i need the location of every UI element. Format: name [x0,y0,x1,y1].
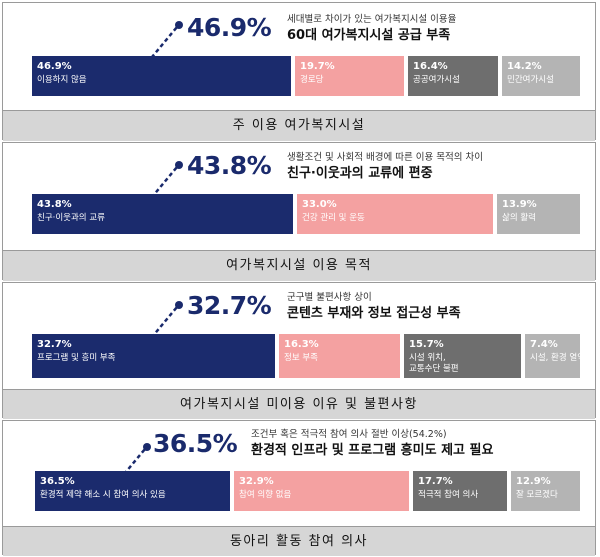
segment-label: 참여 의향 없음 [239,490,292,500]
bar-segment: 32.7% 프로그램 및 흥미 부족 [32,334,275,378]
segment-label: 민간여가시설 [507,75,554,85]
stacked-bar: 32.7% 프로그램 및 흥미 부족 16.3% 정보 부족 15.7% 시설 위치, 교통… [32,334,580,378]
bar-segment: 17.7% 적극적 참여 의사 [413,471,507,511]
panel-4: 36.5% 조건부 혹은 적극적 참여 의사 절반 이상(54.2%) 환경적 … [2,420,596,556]
headline-percent: 43.8% [187,151,272,180]
segment-label: 건강 관리 및 운동 [302,213,365,223]
segment-value: 16.4% [413,61,448,72]
segment-value: 19.7% [300,61,335,72]
footer-label: 동아리 활동 참여 의사 [3,526,595,556]
segment-value: 12.9% [516,476,551,487]
segment-value: 33.0% [302,199,337,210]
bar-segment: 12.9% 잘 모르겠다 [511,471,580,511]
segment-value: 16.3% [284,339,319,350]
bar-segment: 14.2% 민간여가시설 [502,56,580,96]
segment-label: 교통수단 불편 [409,364,459,374]
panel-1: 46.9% 세대별로 차이가 있는 여가복지시설 이용율 60대 여가복지시설 … [2,2,596,141]
segment-value: 32.9% [239,476,274,487]
bar-segment: 13.9% 삶의 활력 [497,194,580,234]
segment-label: 적극적 참여 의사 [418,490,479,500]
bar-segment: 43.8% 친구·이웃과의 교류 [32,194,293,234]
headline-percent: 32.7% [187,291,272,320]
segment-value: 14.2% [507,61,542,72]
footer-label: 여가복지시설 이용 목적 [3,250,595,281]
bar-segment: 33.0% 건강 관리 및 운동 [297,194,493,234]
segment-label: 경로당 [300,75,324,85]
segment-label: 이용하지 않음 [37,75,87,85]
bar-segment: 19.7% 경로당 [295,56,404,96]
segment-label: 시설 위치, [409,353,446,363]
panel-3: 32.7% 군구별 불편사항 상이 콘텐츠 부재와 정보 접근성 부족 32.7… [2,282,596,419]
main-title: 60대 여가복지시설 공급 부족 [287,28,451,43]
bar-segment: 7.4% 시설, 환경 열악 [525,334,580,378]
segment-label: 삶의 활력 [502,213,536,223]
segment-label: 시설, 환경 열악 [530,353,580,363]
bar-segment: 46.9% 이용하지 않음 [32,56,291,96]
footer-label: 여가복지시설 미이용 이유 및 불편사항 [3,389,595,419]
segment-label: 잘 모르겠다 [516,490,558,500]
segment-value: 17.7% [418,476,453,487]
segment-value: 32.7% [37,339,72,350]
subtitle: 조건부 혹은 적극적 참여 의사 절반 이상(54.2%) [251,429,447,440]
subtitle: 생활조건 및 사회적 배경에 따른 이용 목적의 차이 [287,152,483,163]
segment-value: 7.4% [530,339,558,350]
headline-percent: 46.9% [187,13,272,42]
segment-label: 환경적 제약 해소 시 참여 의사 있음 [40,490,166,500]
main-title: 친구·이웃과의 교류에 편중 [287,166,433,181]
segment-value: 46.9% [37,61,72,72]
footer-label: 주 이용 여가복지시설 [3,110,595,141]
segment-label: 정보 부족 [284,353,318,363]
subtitle: 군구별 불편사항 상이 [287,292,372,303]
stacked-bar: 36.5% 환경적 제약 해소 시 참여 의사 있음 32.9% 참여 의향 없음 17… [35,471,580,511]
bar-segment: 16.4% 공공여가시설 [408,56,498,96]
main-title: 환경적 인프라 및 프로그램 흥미도 제고 필요 [251,443,494,458]
stacked-bar: 43.8% 친구·이웃과의 교류 33.0% 건강 관리 및 운동 13.9% 삶의 활력 [32,194,580,234]
bar-segment: 15.7% 시설 위치, 교통수단 불편 [404,334,521,378]
panel-2: 43.8% 생활조건 및 사회적 배경에 따른 이용 목적의 차이 친구·이웃과… [2,142,596,281]
segment-value: 13.9% [502,199,537,210]
bar-segment: 16.3% 정보 부족 [279,334,400,378]
segment-label: 공공여가시설 [413,75,460,85]
main-title: 콘텐츠 부재와 정보 접근성 부족 [287,306,461,321]
segment-label: 친구·이웃과의 교류 [37,213,105,223]
segment-label: 프로그램 및 흥미 부족 [37,353,116,363]
segment-value: 36.5% [40,476,75,487]
bar-segment: 36.5% 환경적 제약 해소 시 참여 의사 있음 [35,471,230,511]
segment-value: 43.8% [37,199,72,210]
bar-segment: 32.9% 참여 의향 없음 [234,471,409,511]
headline-percent: 36.5% [153,429,238,458]
stacked-bar: 46.9% 이용하지 않음 19.7% 경로당 16.4% 공공여가시설 14.2% 민간여가… [32,56,580,96]
subtitle: 세대별로 차이가 있는 여가복지시설 이용율 [287,14,457,25]
segment-value: 15.7% [409,339,444,350]
